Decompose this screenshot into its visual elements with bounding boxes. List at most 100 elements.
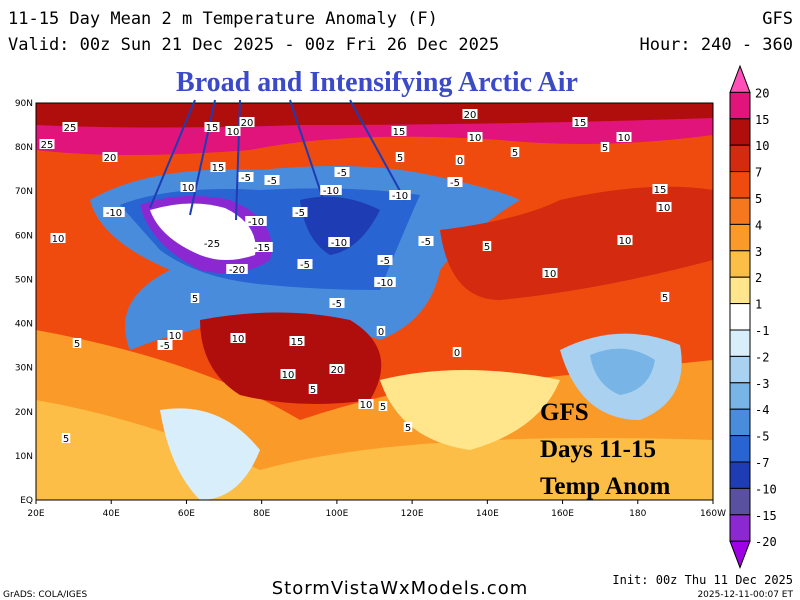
contour-label-bg	[391, 126, 407, 136]
contour-label: -5	[300, 260, 310, 271]
warm-region-east	[440, 186, 713, 300]
contour-label-bg	[167, 330, 183, 340]
arctic-dark	[36, 103, 713, 128]
contour-label: 15	[654, 185, 667, 196]
contour-label: -10	[248, 217, 264, 228]
contour-label-bg	[452, 347, 462, 357]
colorbar-label: -4	[755, 403, 769, 417]
contour-label: 10	[360, 400, 373, 411]
contour-label-bg	[292, 207, 308, 217]
lat-label: 70N	[15, 187, 33, 197]
colorbar: 20 15 10 7 5 4 3 2 1 -1 -2 -3 -4 -5 -7 -10 -15 -20	[729, 64, 777, 570]
contour-label: 5	[310, 385, 316, 396]
colorbar-label: 4	[755, 218, 762, 232]
contour-label-bg	[374, 277, 396, 287]
title: 11-15 Day Mean 2 m Temperature Anomaly (…	[8, 9, 438, 29]
contour-label: 15	[291, 337, 304, 348]
contour-label-bg	[617, 235, 633, 245]
contour-label: 5	[397, 153, 403, 164]
lat-label: 20N	[15, 408, 33, 418]
model: GFS	[762, 9, 793, 29]
contour-label-bg	[251, 242, 273, 252]
contour-label-bg	[328, 237, 350, 247]
colorbar-swatch	[729, 408, 751, 437]
colorbar-swatch	[729, 329, 751, 357]
contour-label-bg	[103, 207, 125, 217]
arrows	[149, 99, 406, 221]
lon-label: 100E	[325, 509, 348, 519]
pacific-cooler	[590, 348, 655, 395]
contour-label: 10	[618, 133, 631, 144]
lat-label: 80N	[15, 143, 33, 153]
contour-label-bg	[616, 132, 632, 142]
contour-label: 0	[378, 327, 384, 338]
lat-label: 10N	[15, 452, 33, 462]
lon-label: 160W	[700, 509, 726, 519]
contour-label: 5	[74, 339, 80, 350]
contour-label-bg	[378, 401, 388, 411]
contour-label-bg	[297, 259, 313, 269]
contour-label-bg	[226, 264, 248, 274]
lat-label: 60N	[15, 231, 33, 241]
colorbar-label: 10	[755, 139, 769, 153]
contour-label-bg	[39, 139, 55, 149]
colorbar-label: 5	[755, 192, 762, 206]
contour-label: -5	[421, 237, 431, 248]
contour-label-bg	[102, 152, 118, 162]
contour-label-bg	[389, 190, 411, 200]
contour-label-bg	[462, 109, 478, 119]
init: Init: 00z Thu 11 Dec 2025	[612, 573, 793, 587]
contour-label: 15	[574, 118, 587, 129]
colorbar-label: 1	[755, 298, 762, 312]
contour-label-bg	[280, 369, 296, 379]
colorbar-swatch	[729, 250, 751, 278]
colorbar-label: -2	[755, 350, 769, 364]
stamp: 2025-12-11-00:07 ET	[697, 590, 793, 600]
contour-label-bg	[600, 142, 610, 152]
colorbar-swatch	[729, 435, 751, 463]
lon-label: 80E	[253, 509, 270, 519]
contour-label: -25	[204, 239, 220, 250]
lon-label: 160E	[551, 509, 574, 519]
overlay-text: Days 11-15	[540, 436, 656, 463]
contour-label: -20	[229, 265, 245, 276]
contour-label-bg	[447, 177, 463, 187]
contour-label: 25	[41, 140, 54, 151]
contour-label: 10	[619, 236, 632, 247]
map-frame	[35, 102, 714, 501]
colorbar-swatch	[729, 91, 751, 120]
contour-label: 10	[658, 203, 671, 214]
annotation: Broad and Intensifying Arctic Air	[176, 67, 578, 98]
valid: Valid: 00z Sun 21 Dec 2025 - 00z Fri 26 …	[8, 35, 499, 55]
contour-label-bg	[542, 268, 558, 278]
colorbar-swatch	[729, 197, 751, 225]
colorbar-swatch	[729, 171, 751, 199]
contour-label-bg	[652, 184, 668, 194]
colorbar-swatch	[729, 118, 751, 146]
contour-label: 10	[182, 183, 195, 194]
contour-label: -5	[337, 168, 347, 179]
contour-label-bg	[230, 333, 246, 343]
contour-label-bg	[656, 202, 672, 212]
cold-core	[300, 196, 380, 255]
site: StormVistaWxModels.com	[272, 578, 529, 599]
contour-label: 20	[241, 118, 254, 129]
contour-label: 5	[63, 434, 69, 445]
contour-label: -10	[106, 208, 122, 219]
colorbar-swatch	[729, 303, 751, 331]
colorbar-label: 15	[755, 113, 769, 127]
contour-label: 15	[206, 123, 219, 134]
contour-label: 0	[454, 348, 460, 359]
contour-label: 20	[104, 153, 117, 164]
overlay-text: Temp Anom	[540, 473, 671, 500]
contour-label-bg	[660, 292, 670, 302]
colorbar-label: -10	[755, 482, 777, 496]
contour-label-bg	[157, 340, 173, 350]
colorbar-swatch	[729, 223, 751, 252]
contour-label-bg	[201, 238, 223, 248]
credit: GrADS: COLA/IGES	[3, 590, 87, 600]
colorbar-swatch	[729, 355, 751, 384]
contour-label: 10	[52, 234, 65, 245]
colorbar-label: -1	[755, 324, 769, 338]
colorbar-label: -3	[755, 377, 769, 391]
